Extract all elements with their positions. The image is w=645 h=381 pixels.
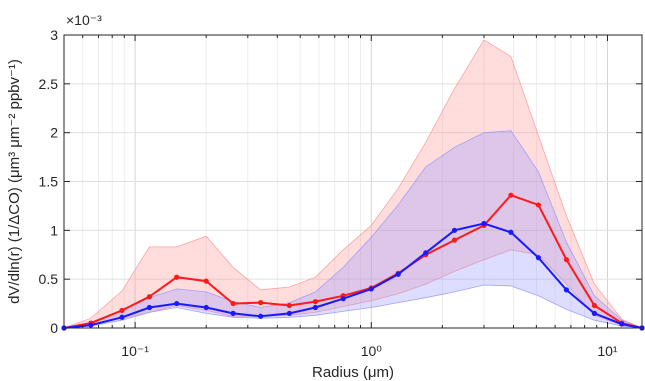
series-1-point: [286, 310, 292, 316]
series-1-point: [119, 314, 125, 320]
x-axis-title: Radius (μm): [312, 364, 394, 381]
series-1-line: [63, 222, 643, 329]
series-0-point: [286, 302, 292, 309]
x-tick-label: 10¹: [597, 343, 618, 359]
y-exponent-label: ×10⁻³: [66, 12, 102, 28]
y-tick-label: 1.5: [39, 174, 59, 190]
series-1-point: [451, 227, 458, 233]
series-1-point: [481, 220, 487, 227]
series-1-point: [88, 322, 94, 328]
series-1-point: [203, 304, 209, 311]
series-1-point: [563, 287, 570, 293]
series-0-line: [63, 194, 643, 329]
series-0-point: [535, 202, 542, 208]
series-0-point: [312, 299, 319, 305]
y-tick-label: 0: [50, 320, 58, 336]
series-1-point: [591, 310, 597, 316]
y-axis-title: dV/dln(r) (1/ΔCO) (μm³ μm⁻² ppbv⁻¹): [6, 59, 23, 304]
y-tick-label: 2.5: [39, 76, 59, 92]
tick-layer: 10⁻¹ 10⁰ 10¹ 0 0.5 1 1.5 2 2.5 3: [39, 27, 642, 359]
y-tick-label: 2: [50, 125, 58, 141]
y-tick-label: 3: [50, 27, 58, 43]
y-tick-label: 1: [50, 222, 58, 238]
series-0-point: [563, 257, 570, 263]
series-0-point: [230, 300, 236, 307]
line-layer: [61, 192, 645, 331]
x-tick-label: 10⁻¹: [121, 343, 149, 359]
series-0-point: [174, 274, 180, 280]
y-tick-label: 0.5: [39, 271, 59, 287]
series-1-point: [312, 304, 319, 311]
series-1-point: [174, 300, 180, 307]
series-0-point: [508, 192, 514, 198]
series-1-point: [368, 286, 374, 292]
series-0-point: [258, 300, 264, 306]
series-0-point: [591, 302, 597, 309]
series-1-point: [619, 321, 625, 327]
series-1-point: [230, 310, 236, 316]
series-0-point: [146, 294, 153, 300]
series-1-point: [146, 304, 153, 311]
series-1-point: [395, 271, 401, 277]
series-0-point: [451, 237, 458, 243]
series-0-point: [119, 307, 125, 314]
series-1-point: [340, 296, 346, 302]
series-1-point: [423, 250, 429, 256]
series-0-point: [203, 278, 209, 284]
series-1-point: [258, 313, 264, 319]
series-1-point: [535, 255, 542, 261]
series-1-point: [508, 229, 514, 235]
x-tick-label: 10⁰: [361, 343, 383, 359]
